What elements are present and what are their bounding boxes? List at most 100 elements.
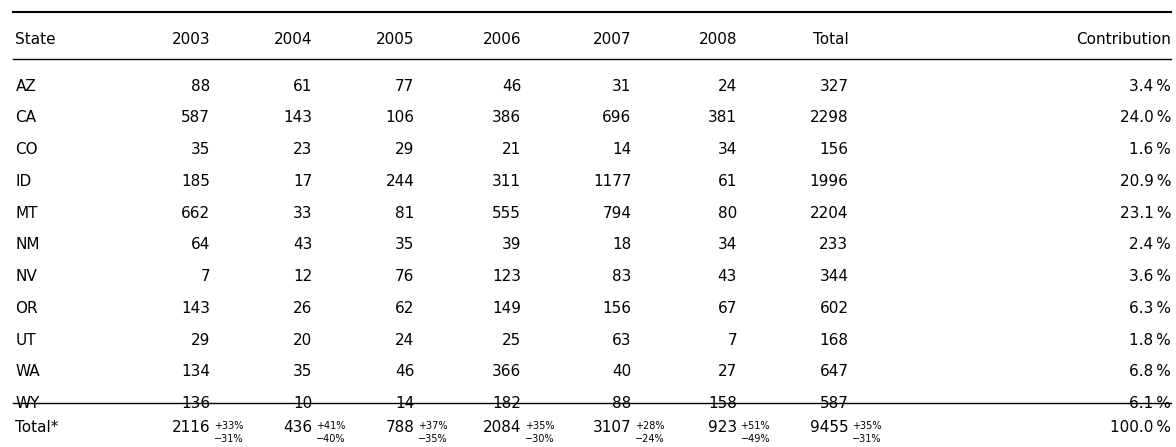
Text: 185: 185 (181, 174, 211, 189)
Text: 6.8 %: 6.8 % (1129, 364, 1171, 380)
Text: 80: 80 (717, 206, 737, 221)
Text: 696: 696 (602, 110, 632, 125)
Text: +51%: +51% (741, 422, 770, 431)
Text: 31: 31 (612, 79, 632, 93)
Text: 83: 83 (612, 269, 632, 284)
Text: 2298: 2298 (810, 110, 848, 125)
Text: 3107: 3107 (593, 421, 632, 435)
Text: 311: 311 (492, 174, 521, 189)
Text: 788: 788 (386, 421, 414, 435)
Text: −31%: −31% (851, 434, 882, 444)
Text: 20.9 %: 20.9 % (1120, 174, 1171, 189)
Text: ID: ID (15, 174, 32, 189)
Text: 662: 662 (181, 206, 211, 221)
Text: 143: 143 (283, 110, 313, 125)
Text: 61: 61 (717, 174, 737, 189)
Text: 61: 61 (293, 79, 313, 93)
Text: 29: 29 (395, 142, 414, 157)
Text: 27: 27 (717, 364, 737, 380)
Text: 67: 67 (717, 301, 737, 316)
Text: 2084: 2084 (482, 421, 521, 435)
Text: 794: 794 (602, 206, 632, 221)
Text: −24%: −24% (635, 434, 664, 444)
Text: 2008: 2008 (699, 32, 737, 47)
Text: +33%: +33% (214, 422, 243, 431)
Text: 46: 46 (502, 79, 521, 93)
Text: 25: 25 (502, 333, 521, 348)
Text: 3.4 %: 3.4 % (1129, 79, 1171, 93)
Text: +41%: +41% (316, 422, 346, 431)
Text: 88: 88 (191, 79, 211, 93)
Text: 43: 43 (717, 269, 737, 284)
Text: 35: 35 (293, 364, 313, 380)
Text: MT: MT (15, 206, 38, 221)
Text: 9455: 9455 (810, 421, 848, 435)
Text: 24.0 %: 24.0 % (1120, 110, 1171, 125)
Text: 43: 43 (293, 237, 313, 253)
Text: 381: 381 (708, 110, 737, 125)
Text: 35: 35 (191, 142, 211, 157)
Text: 168: 168 (820, 333, 848, 348)
Text: −35%: −35% (417, 434, 448, 444)
Text: 244: 244 (386, 174, 414, 189)
Text: AZ: AZ (15, 79, 36, 93)
Text: 386: 386 (492, 110, 521, 125)
Text: Contribution: Contribution (1076, 32, 1171, 47)
Text: 88: 88 (613, 396, 632, 411)
Text: 149: 149 (492, 301, 521, 316)
Text: Total*: Total* (15, 421, 59, 435)
Text: −31%: −31% (214, 434, 243, 444)
Text: NV: NV (15, 269, 38, 284)
Text: 587: 587 (181, 110, 211, 125)
Text: 62: 62 (395, 301, 414, 316)
Text: 158: 158 (708, 396, 737, 411)
Text: 12: 12 (293, 269, 313, 284)
Text: 63: 63 (612, 333, 632, 348)
Text: CA: CA (15, 110, 36, 125)
Text: 1177: 1177 (593, 174, 632, 189)
Text: 7: 7 (201, 269, 211, 284)
Text: NM: NM (15, 237, 40, 253)
Text: 156: 156 (820, 142, 848, 157)
Text: 1996: 1996 (809, 174, 848, 189)
Text: +35%: +35% (524, 422, 554, 431)
Text: 2007: 2007 (593, 32, 632, 47)
Text: 2116: 2116 (172, 421, 211, 435)
Text: 39: 39 (502, 237, 521, 253)
Text: CO: CO (15, 142, 38, 157)
Text: 29: 29 (191, 333, 211, 348)
Text: 1.6 %: 1.6 % (1129, 142, 1171, 157)
Text: 344: 344 (820, 269, 848, 284)
Text: Total: Total (813, 32, 848, 47)
Text: 24: 24 (395, 333, 414, 348)
Text: 2005: 2005 (376, 32, 414, 47)
Text: 76: 76 (395, 269, 414, 284)
Text: WY: WY (15, 396, 40, 411)
Text: State: State (15, 32, 56, 47)
Text: 2004: 2004 (274, 32, 313, 47)
Text: 7: 7 (728, 333, 737, 348)
Text: 6.3 %: 6.3 % (1129, 301, 1171, 316)
Text: 3.6 %: 3.6 % (1129, 269, 1171, 284)
Text: 143: 143 (181, 301, 211, 316)
Text: +28%: +28% (635, 422, 664, 431)
Text: 33: 33 (293, 206, 313, 221)
Text: 555: 555 (493, 206, 521, 221)
Text: 23: 23 (293, 142, 313, 157)
Text: 6.1 %: 6.1 % (1129, 396, 1171, 411)
Text: 17: 17 (293, 174, 313, 189)
Text: 24: 24 (717, 79, 737, 93)
Text: 106: 106 (386, 110, 414, 125)
Text: +35%: +35% (851, 422, 882, 431)
Text: 10: 10 (293, 396, 313, 411)
Text: 26: 26 (293, 301, 313, 316)
Text: 233: 233 (820, 237, 848, 253)
Text: 35: 35 (395, 237, 414, 253)
Text: 136: 136 (181, 396, 211, 411)
Text: 366: 366 (492, 364, 521, 380)
Text: 123: 123 (492, 269, 521, 284)
Text: 156: 156 (602, 301, 632, 316)
Text: 34: 34 (717, 142, 737, 157)
Text: 602: 602 (820, 301, 848, 316)
Text: 23.1 %: 23.1 % (1120, 206, 1171, 221)
